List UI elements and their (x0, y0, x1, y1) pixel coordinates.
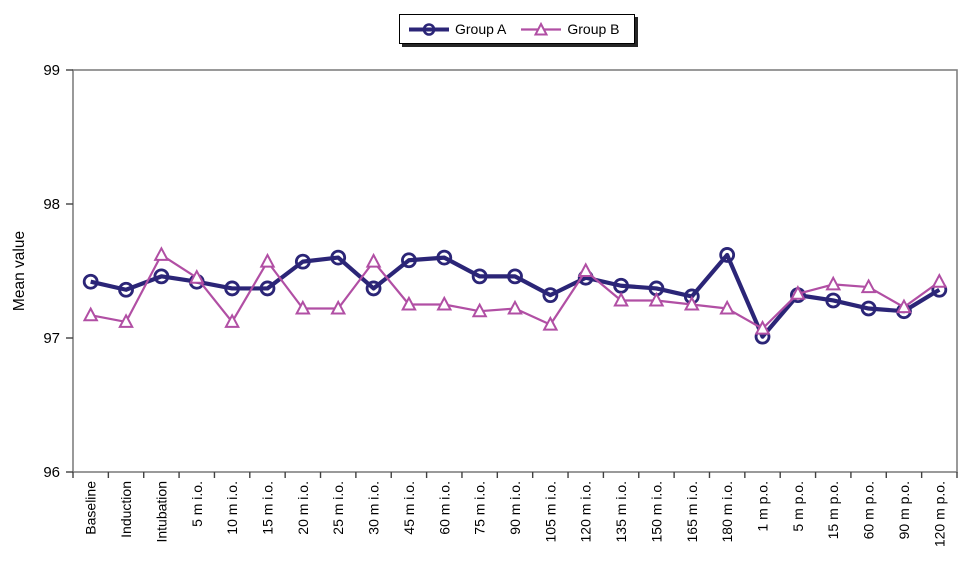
x-axis-label: 90 m i.o. (507, 481, 523, 535)
y-axis-tick-label: 98 (43, 196, 60, 213)
x-axis-label: Baseline (83, 481, 99, 535)
x-axis-label: 30 m i.o. (366, 481, 382, 535)
plot-border (72, 69, 958, 473)
x-axis-label: 20 m i.o. (295, 481, 311, 535)
group-b-point-marker (825, 275, 842, 291)
x-axis-label: 15 m p.o. (825, 481, 841, 539)
y-axis-tick-label: 97 (43, 330, 60, 347)
group-b-point-marker (896, 298, 912, 314)
x-axis-label: 75 m i.o. (472, 481, 488, 535)
group-b-point-marker (330, 299, 347, 315)
group-b-line-triangle-marker-icon (521, 21, 562, 35)
x-axis-label: 10 m i.o. (224, 481, 240, 535)
x-axis-label: 120 m p.o. (931, 481, 947, 547)
group-b-point-marker (471, 302, 488, 318)
group-a-point-marker (294, 253, 311, 270)
group-a-point-marker (224, 280, 241, 297)
x-axis-label: 135 m i.o. (613, 481, 629, 542)
group-a-point-marker (118, 281, 134, 298)
x-axis-label: 150 m i.o. (648, 481, 664, 542)
group-b-point-marker (507, 299, 523, 315)
x-axis-label: 180 m i.o. (719, 481, 735, 542)
group-b-point-marker (224, 313, 240, 328)
x-axis-label: 60 m p.o. (861, 481, 877, 539)
group-a-point-marker (860, 300, 877, 317)
x-axis-label: 120 m i.o. (578, 481, 594, 542)
y-axis-tick-label: 96 (43, 464, 60, 481)
x-axis-label: 5 m p.o. (790, 481, 806, 532)
group-b-point-marker (118, 313, 134, 328)
legend-label-group-b: Group B (567, 21, 620, 37)
group-b-point-marker (577, 262, 594, 277)
x-axis-label: Induction (118, 481, 134, 538)
x-axis-label: 15 m i.o. (259, 481, 275, 535)
x-axis-label: 165 m i.o. (684, 481, 700, 542)
group-a-point-marker (259, 280, 276, 297)
chart-legend: Group A Group B (399, 14, 635, 44)
x-axis-label: 60 m i.o. (436, 481, 452, 535)
group-b-point-marker (294, 299, 311, 315)
group-a-point-marker (507, 268, 523, 285)
x-axis-label: 45 m i.o. (401, 481, 417, 535)
legend-item-group-b: Group B (520, 21, 620, 37)
group-b-point-marker (436, 295, 453, 311)
y-axis-tick-label: 99 (43, 62, 60, 79)
group-b-point-marker (542, 315, 559, 331)
group-a-point-marker (471, 268, 488, 285)
group-b-point-marker (790, 285, 806, 300)
legend-label-group-a: Group A (455, 21, 507, 37)
group-b-point-marker (754, 319, 771, 335)
y-axis-title: Mean value (11, 231, 28, 311)
group-b-point-marker (401, 295, 417, 311)
group-a-line (90, 252, 941, 339)
group-b-point-marker (860, 278, 877, 294)
group-b-point-marker (648, 291, 665, 307)
group-a-point-marker (436, 249, 453, 266)
x-axis-label: 1 m p.o. (755, 481, 771, 532)
group-b-point-marker (613, 291, 629, 307)
x-axis-label: Intubation (153, 481, 169, 543)
group-b-line (90, 253, 940, 330)
group-a-point-marker (365, 280, 382, 297)
group-a-point-marker (542, 287, 559, 304)
group-a-point-marker (153, 268, 170, 285)
group-a-point-marker (401, 252, 417, 269)
group-b-point-marker (82, 306, 99, 322)
x-axis-label: 5 m i.o. (189, 481, 205, 527)
group-a-point-marker (82, 273, 99, 290)
x-axis-label: 25 m i.o. (330, 481, 346, 535)
group-b-point-marker (188, 268, 205, 284)
group-b-point-marker (719, 299, 736, 315)
x-axis-label: 90 m p.o. (896, 481, 912, 539)
group-a-line-circle-marker-icon (409, 22, 449, 36)
group-b-point-marker (259, 252, 276, 268)
group-a-point-marker (330, 249, 347, 266)
group-b-point-marker (365, 252, 382, 268)
legend-item-group-a: Group A (408, 21, 506, 37)
group-b-point-marker (683, 295, 700, 311)
x-axis-label: 105 m i.o. (542, 481, 558, 542)
group-a-point-marker (719, 247, 736, 263)
group-a-point-marker (825, 292, 842, 309)
group-b-point-marker (931, 272, 948, 288)
group-b-point-marker (153, 246, 170, 261)
